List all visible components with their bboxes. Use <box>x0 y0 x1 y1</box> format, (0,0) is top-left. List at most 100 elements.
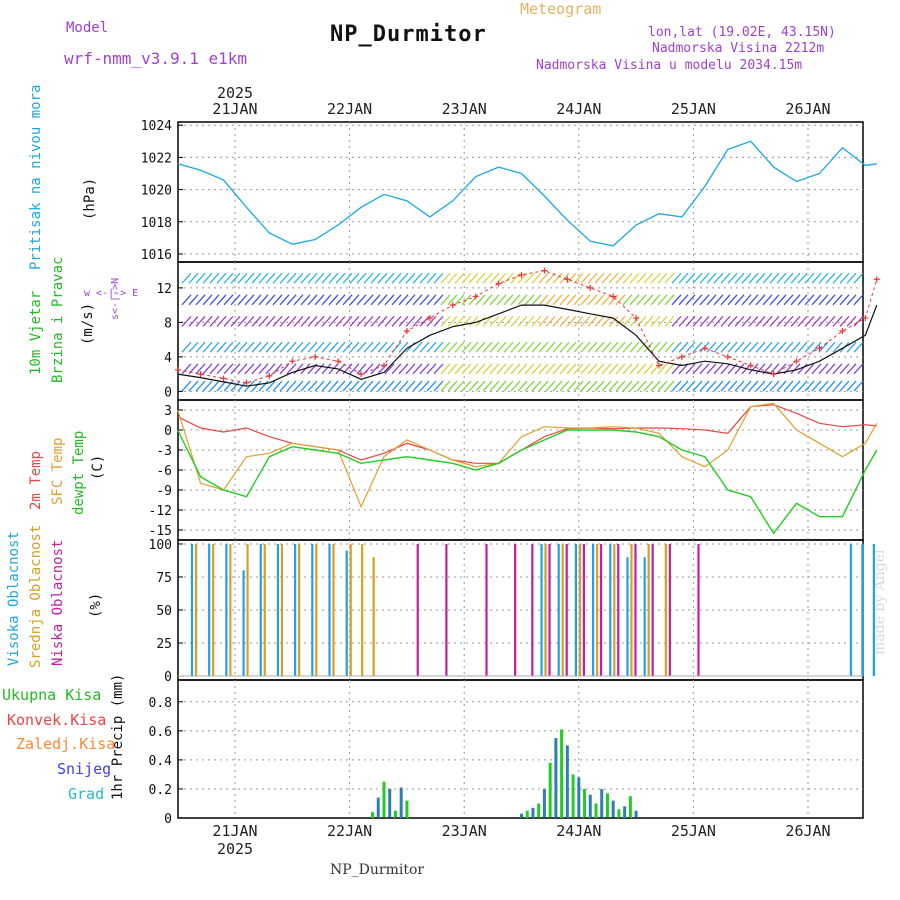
cloud-high-bar <box>609 543 612 677</box>
wind-barb <box>363 380 374 392</box>
y-tick-label: 100 <box>149 538 172 553</box>
wind-barb <box>797 272 808 284</box>
wind-barb <box>622 294 633 306</box>
wind-barb <box>657 380 668 392</box>
wind-barb <box>517 363 528 375</box>
wind-barb <box>181 272 192 284</box>
y-tick-label: 1018 <box>141 216 172 231</box>
wind-barb <box>846 315 857 327</box>
wind-barb <box>748 294 759 306</box>
wind-barb <box>503 315 514 327</box>
wind-barb <box>454 380 465 392</box>
cloud-mid-bar <box>613 543 616 677</box>
wind-barb <box>223 294 234 306</box>
precip-bar <box>554 738 558 818</box>
y-tick-label: 0 <box>164 812 172 827</box>
wind-barb <box>727 272 738 284</box>
wind-barb <box>223 272 234 284</box>
gust-marker <box>541 267 548 274</box>
wind-barb <box>391 294 402 306</box>
wind-barb <box>573 363 584 375</box>
wind-barb <box>447 294 458 306</box>
wind-barb <box>209 272 220 284</box>
wind-barb <box>342 272 353 284</box>
wind-barb <box>727 380 738 392</box>
wind-barb <box>202 341 213 353</box>
wind-barb <box>454 363 465 375</box>
wind-barb <box>391 380 402 392</box>
cloud-high-bar <box>849 543 853 677</box>
wind-barb <box>734 272 745 284</box>
gust-marker <box>197 371 204 378</box>
wind-barb <box>622 363 633 375</box>
gust-marker <box>770 371 777 378</box>
y-tick-label: 0 <box>164 670 172 685</box>
wind-barb <box>783 294 794 306</box>
wind-barb <box>720 380 731 392</box>
wind-barb <box>496 363 507 375</box>
wind-barb <box>692 341 703 353</box>
wind-barb <box>524 294 535 306</box>
wind-barb <box>769 315 780 327</box>
y-tick-label: 12 <box>156 282 172 297</box>
wind-barb <box>657 363 668 375</box>
wind-barb <box>265 294 276 306</box>
wind-barb <box>328 272 339 284</box>
wind-barb <box>664 294 675 306</box>
wind-barb <box>405 315 416 327</box>
wind-barb <box>748 380 759 392</box>
wind-barb <box>573 380 584 392</box>
gust-marker <box>518 271 525 278</box>
wind-barb <box>517 294 528 306</box>
wind-barb <box>811 341 822 353</box>
wind-barb <box>545 380 556 392</box>
wind-barb <box>776 363 787 375</box>
cloud-mid-bar <box>298 543 301 677</box>
wind-barb <box>685 380 696 392</box>
wind-barb <box>741 294 752 306</box>
wind-barb <box>321 315 332 327</box>
cloud-mid-bar <box>664 543 667 677</box>
wind-barb <box>517 380 528 392</box>
wind-barb <box>559 363 570 375</box>
wind-barb <box>475 341 486 353</box>
wind-barb <box>265 363 276 375</box>
y-tick-label: 8 <box>164 316 172 331</box>
cloud-mid-bar <box>361 543 364 677</box>
cloud-low-bar <box>548 543 551 677</box>
wind-barb <box>601 380 612 392</box>
wind-barb <box>734 315 745 327</box>
wind-barb <box>692 363 703 375</box>
wind-barb <box>650 380 661 392</box>
panel-frame <box>177 121 864 263</box>
x-tick-label-bottom: 25JAN <box>671 822 716 840</box>
wind-barb <box>790 315 801 327</box>
wind-barb <box>825 341 836 353</box>
gust-marker <box>862 315 869 322</box>
wind-barb <box>790 380 801 392</box>
wind-barb <box>776 341 787 353</box>
precip-bar <box>588 794 592 818</box>
wind-barb <box>370 380 381 392</box>
wind-barb <box>475 380 486 392</box>
precip-bar <box>560 729 564 818</box>
wind-barb <box>797 341 808 353</box>
wind-barb <box>615 380 626 392</box>
gust-marker <box>266 372 273 379</box>
wind-barb <box>398 272 409 284</box>
wind-barb <box>482 294 493 306</box>
wind-barb <box>377 380 388 392</box>
gust-marker <box>564 276 571 283</box>
wind-barb <box>223 363 234 375</box>
wind-barb <box>685 272 696 284</box>
wind-barb <box>776 272 787 284</box>
wind-barb <box>573 272 584 284</box>
cloud-low-bar <box>668 543 671 677</box>
y-tick-label: -12 <box>149 504 172 519</box>
wind-barb <box>223 380 234 392</box>
wind-barb <box>335 315 346 327</box>
wind-barb <box>398 380 409 392</box>
footer-station: NP_Durmitor <box>330 862 425 878</box>
precip-bar <box>393 810 397 818</box>
wind-barb <box>300 341 311 353</box>
